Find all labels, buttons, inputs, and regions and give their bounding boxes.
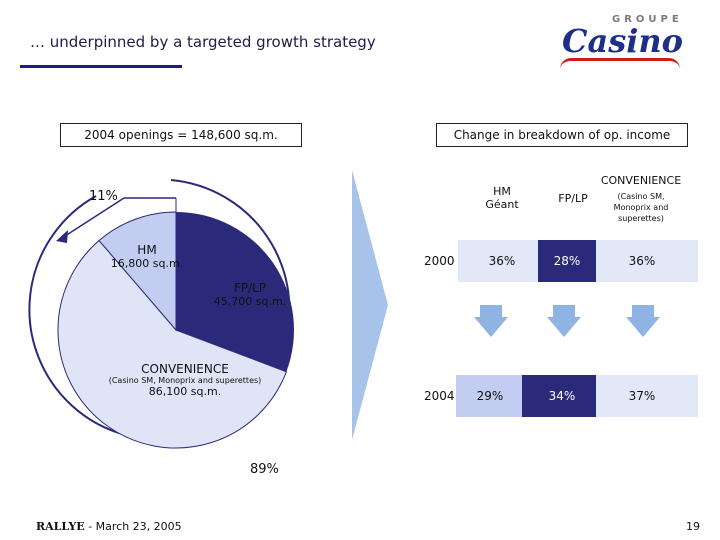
pct11-pointer xyxy=(61,197,125,239)
year-2000-label: 2000 xyxy=(424,254,455,268)
convenience-value: 86,100 sq.m. xyxy=(148,385,222,398)
cell-2000-hm: 36% xyxy=(488,254,516,268)
down-arrow-hm-head xyxy=(474,317,508,337)
footer-brand: RALLYE xyxy=(36,520,85,533)
fplp-name: FP/LP xyxy=(233,281,267,295)
year-2004-label: 2004 xyxy=(424,389,455,403)
col-header-convenience: CONVENIENCE (Casino SM, Monoprix and sup… xyxy=(596,174,686,224)
cell-2000-fplp: 28% xyxy=(553,254,581,268)
col-hm-line2: Géant xyxy=(485,198,519,211)
pointer-arrowhead xyxy=(56,230,68,243)
down-arrow-fplp-head xyxy=(547,317,581,337)
down-arrow-conv-head xyxy=(626,317,660,337)
pie-slice-hm xyxy=(98,211,177,332)
pct-11-label: 11% xyxy=(89,189,118,204)
pie-slice-convenience xyxy=(57,239,288,449)
footer-date: - March 23, 2005 xyxy=(88,520,182,533)
hm-value: 16,800 sq.m. xyxy=(110,257,184,270)
page-number: 19 xyxy=(686,520,700,533)
logo-swoosh xyxy=(560,58,680,69)
cell-2004-fplp: 34% xyxy=(548,389,576,403)
title-underline xyxy=(20,65,182,68)
transition-arrow-icon xyxy=(352,170,388,440)
convenience-sub: (Casino SM, Monoprix and superettes) xyxy=(108,376,262,385)
col-header-fplp: FP/LP xyxy=(541,192,605,205)
convenience-name: CONVENIENCE xyxy=(141,362,229,376)
col-hm-line1: HM xyxy=(493,185,511,198)
cell-2004-hm: 29% xyxy=(476,389,504,403)
down-arrow-fplp-icon xyxy=(553,305,575,317)
openings-box: 2004 openings = 148,600 sq.m. xyxy=(60,123,302,147)
income-breakdown-box: Change in breakdown of op. income xyxy=(436,123,688,147)
logo-groupe-text: GROUPE xyxy=(612,14,683,25)
footer-label: RALLYE - March 23, 2005 xyxy=(36,520,182,533)
down-arrows xyxy=(474,305,660,337)
col-conv-line1: CONVENIENCE xyxy=(600,174,682,187)
cell-2000-convenience: 36% xyxy=(628,254,656,268)
down-arrow-conv-icon xyxy=(632,305,654,317)
col-conv-sub: (Casino SM, Monoprix and superettes) xyxy=(613,192,669,223)
hm-name: HM xyxy=(137,243,157,257)
fplp-value: 45,700 sq.m. xyxy=(213,295,287,308)
pct-89-label: 89% xyxy=(250,462,279,477)
row-2004-hm-bg xyxy=(456,375,522,417)
col-header-hm: HM Géant xyxy=(470,185,534,211)
hm-segment-label: HM 16,800 sq.m. xyxy=(108,243,186,270)
page-title: … underpinned by a targeted growth strat… xyxy=(30,33,376,51)
row-2000-highlight xyxy=(538,240,596,282)
casino-logo: Casino xyxy=(562,22,683,60)
pie-slice-fplp xyxy=(176,212,294,372)
col-fplp-line1: FP/LP xyxy=(558,192,588,205)
row-2004-highlight xyxy=(522,375,596,417)
cell-2004-convenience: 37% xyxy=(628,389,656,403)
fplp-segment-label: FP/LP 45,700 sq.m. xyxy=(200,281,300,308)
down-arrow-hm-icon xyxy=(480,305,502,317)
convenience-segment-label: CONVENIENCE (Casino SM, Monoprix and sup… xyxy=(75,362,295,398)
